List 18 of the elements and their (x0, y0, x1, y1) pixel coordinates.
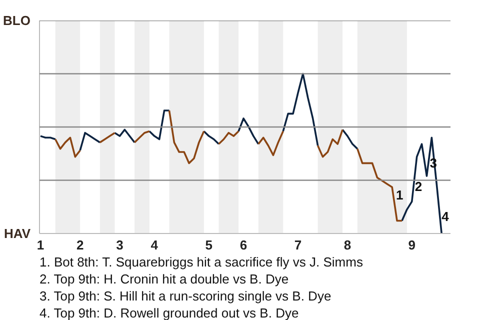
x-tick-label: 8 (344, 238, 352, 252)
annotation: 1 (396, 188, 404, 203)
x-tick-label: 2 (76, 238, 84, 252)
x-tick-label: 1 (36, 238, 44, 252)
x-tick-label: 7 (294, 238, 302, 252)
x-tick-label: 4 (150, 238, 159, 252)
x-tick-label: 9 (408, 238, 416, 252)
annotation: 2 (414, 179, 422, 194)
annotation: 4 (442, 208, 450, 224)
text: HAV (4, 226, 31, 241)
text: 2. Top 9th: H. Cronin hit a double vs B. Dye (40, 272, 289, 286)
x-tick-label: 3 (116, 238, 124, 252)
x-tick-label: 6 (240, 238, 248, 252)
text: 3. Top 9th: S. Hill hit a run-scoring single vs B. Dye (40, 288, 332, 304)
text: BLO (3, 13, 31, 28)
text: 4. Top 9th: D. Rowell grounded out vs B. Dye (40, 306, 299, 320)
text: 1. Bot 8th: T. Squarebriggs hit a sacrifice fly vs J. Simms (40, 254, 364, 270)
x-tick-label: 5 (205, 238, 212, 252)
